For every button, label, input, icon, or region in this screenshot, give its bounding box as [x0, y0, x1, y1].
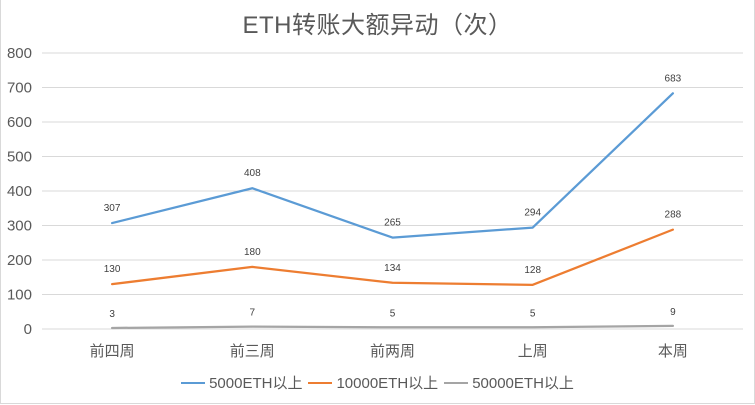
x-tick-label: 前三周: [230, 343, 275, 360]
data-label: 3: [109, 309, 115, 320]
data-label: 130: [104, 264, 121, 275]
series-line-0[interactable]: [110, 92, 675, 239]
y-tick-label: 100: [7, 287, 32, 304]
data-label: 9: [670, 307, 676, 318]
data-label: 265: [384, 218, 401, 229]
x-tick-label: 前两周: [370, 343, 415, 360]
y-tick-label: 200: [7, 252, 32, 269]
data-label: 180: [244, 247, 261, 258]
gridlines: [42, 52, 743, 330]
x-tick-label: 本周: [658, 343, 688, 360]
data-labels: 307 408 265 294 683 130 180 134 128 288 3 7 5 5 9: [104, 73, 682, 320]
chart-title: ETH转账大额异动（次）: [242, 12, 513, 39]
y-axis: 0 100 200 300 400 500 600 700 800: [7, 45, 32, 338]
y-tick-label: 300: [7, 218, 32, 235]
y-tick-label: 0: [24, 321, 32, 338]
y-tick-label: 500: [7, 149, 32, 166]
y-tick-label: 700: [7, 80, 32, 97]
legend-swatch-icon: [444, 381, 469, 384]
legend: 5000ETH以上 10000ETH以上 50000ETH以上: [0, 372, 755, 393]
legend-swatch-icon: [308, 381, 333, 384]
data-label: 683: [665, 73, 682, 84]
legend-label: 10000ETH以上: [336, 375, 439, 392]
x-tick-label: 前四周: [90, 343, 135, 360]
data-label: 7: [250, 308, 256, 319]
data-label: 134: [384, 263, 401, 274]
y-tick-label: 600: [7, 114, 32, 131]
data-label: 5: [530, 308, 536, 319]
series-lines: [110, 92, 675, 330]
data-label: 307: [104, 203, 121, 214]
series-line-2[interactable]: [110, 324, 675, 330]
legend-label: 5000ETH以上: [209, 375, 303, 392]
legend-label: 50000ETH以上: [472, 375, 574, 392]
legend-item-5000[interactable]: 5000ETH以上: [181, 372, 302, 393]
data-label: 5: [390, 308, 396, 319]
x-axis: 前四周 前三周 前两周 上周 本周: [90, 343, 688, 360]
series-line-1[interactable]: [110, 228, 675, 286]
data-label: 128: [524, 265, 541, 276]
data-label: 408: [244, 168, 261, 179]
legend-swatch-icon: [181, 381, 206, 384]
data-label: 288: [665, 210, 682, 221]
legend-item-50000[interactable]: 50000ETH以上: [444, 372, 574, 393]
y-tick-label: 400: [7, 183, 32, 200]
x-tick-label: 上周: [518, 343, 548, 360]
data-label: 294: [524, 208, 541, 219]
y-tick-label: 800: [7, 45, 32, 62]
legend-item-10000[interactable]: 10000ETH以上: [308, 372, 438, 393]
